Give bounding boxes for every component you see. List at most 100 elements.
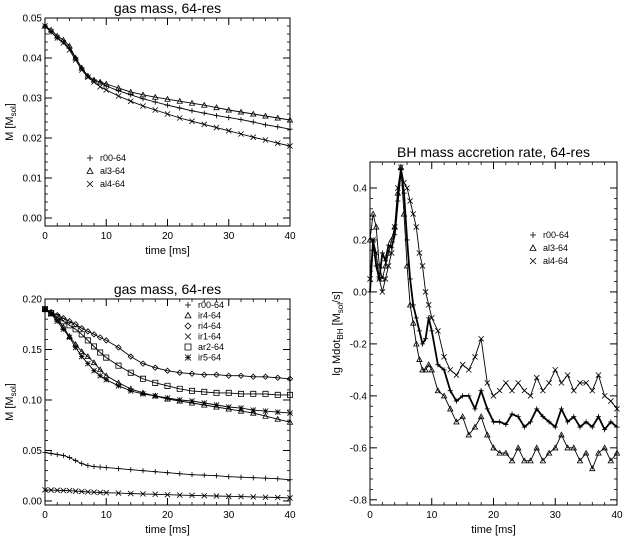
data-point-ar2-64 — [201, 388, 208, 395]
data-point-al4-64 — [84, 74, 91, 81]
data-point-r00-64 — [287, 126, 293, 132]
y-tick-label: 0.03 — [23, 94, 43, 105]
x-tick-label: 40 — [284, 231, 296, 242]
data-point-al3-64 — [521, 457, 528, 464]
data-point-al4-64 — [407, 198, 414, 204]
data-point-ar2-64 — [127, 369, 134, 376]
data-point-al4-64 — [48, 29, 55, 35]
data-point-ir1-64 — [66, 487, 73, 494]
data-point-r00-64 — [558, 406, 565, 412]
data-point-al4-64 — [164, 111, 171, 117]
data-point-r00-64 — [426, 315, 432, 321]
data-point-al4-64 — [397, 164, 404, 171]
data-point-ir4-64 — [96, 366, 104, 373]
data-point-al3-64 — [176, 97, 184, 104]
x-tick-label: 0 — [42, 231, 48, 242]
data-point-r00-64 — [152, 99, 158, 105]
data-point-r00-64 — [48, 450, 54, 457]
data-point-r00-64 — [466, 393, 472, 399]
x-tick-label: 10 — [426, 510, 438, 521]
data-point-al4-64 — [502, 379, 509, 386]
data-point-r00-64 — [177, 471, 183, 477]
data-point-ir5-64 — [91, 367, 97, 374]
y-tick-label: -0.2 — [350, 339, 368, 350]
legend-label-al3-64: al3-64 — [543, 243, 568, 253]
y-axis-label-sub: BH — [336, 328, 345, 339]
data-point-al3-64 — [428, 366, 436, 373]
data-point-ir5-64 — [238, 405, 244, 411]
data-point-ri4-64 — [213, 371, 220, 378]
data-point-ar2-64 — [60, 318, 67, 325]
data-point-al4-64 — [42, 23, 48, 29]
data-point-al4-64 — [213, 124, 220, 131]
data-point-r00-64 — [552, 424, 558, 430]
x-tick-label: 20 — [162, 510, 174, 521]
data-point-ri4-64 — [225, 372, 232, 379]
data-point-al4-64 — [419, 263, 426, 269]
y-axis-label: lg MdotBH [Msol/s] — [331, 291, 345, 375]
data-point-ar2-64 — [213, 389, 220, 396]
x-tick-label: 10 — [101, 231, 113, 242]
y-axis-label: M [Msol] — [4, 383, 18, 421]
x-tick-label: 20 — [488, 510, 500, 521]
legend-label-ir4-64: ir4-64 — [198, 311, 221, 321]
x-tick-label: 30 — [550, 510, 562, 521]
data-point-r00-64 — [484, 406, 490, 412]
y-axis-label-sub: sol — [9, 386, 18, 396]
data-point-r00-64 — [201, 110, 207, 116]
panel-gas-mass-top: gas mass, 64-res time [ms] M [Msol] 0 10 20 30… — [4, 0, 296, 257]
x-tick-label: 30 — [223, 510, 235, 521]
data-point-al4-64 — [72, 57, 79, 63]
legend-marker-al3-64 — [529, 244, 537, 251]
panel-bh-accretion-rate: BH mass accretion rate, 64-res time [ms] l… — [331, 144, 623, 536]
data-point-ar2-64 — [84, 337, 91, 344]
data-point-al4-64 — [238, 131, 244, 137]
y-tick-label: 0.15 — [23, 345, 43, 356]
data-point-ir4-64 — [237, 407, 245, 414]
data-point-al4-64 — [413, 224, 420, 230]
data-point-ir5-64 — [54, 318, 61, 325]
chart-title: BH mass accretion rate, 64-res — [397, 144, 590, 160]
data-point-ri4-64 — [90, 331, 98, 338]
chart-title: gas mass, 64-res — [114, 281, 221, 297]
data-point-r00-64 — [367, 289, 373, 295]
data-point-al3-64 — [490, 444, 497, 451]
data-point-r00-64 — [226, 474, 232, 480]
data-point-ri4-64 — [84, 328, 92, 335]
y-axis-label-sub2: sol — [336, 303, 345, 313]
data-point-r00-64 — [527, 419, 534, 425]
data-point-al3-64 — [164, 95, 171, 102]
data-point-r00-64 — [447, 388, 453, 394]
data-point-r00-64 — [614, 424, 620, 430]
data-point-r00-64 — [213, 113, 220, 119]
legend-label-al3-64: al3-64 — [100, 166, 125, 176]
data-point-al4-64 — [490, 392, 497, 399]
data-point-ar2-64 — [238, 390, 244, 397]
y-tick-label: 0.01 — [23, 174, 43, 185]
data-point-al3-64 — [413, 340, 420, 347]
data-point-al4-64 — [410, 211, 417, 217]
data-point-r00-64 — [416, 328, 422, 334]
y-axis-label: M [Msol] — [4, 103, 18, 141]
data-point-r00-64 — [275, 124, 281, 130]
data-point-r00-64 — [589, 424, 595, 430]
data-point-ir1-64 — [78, 488, 85, 495]
data-point-al4-64 — [78, 67, 85, 73]
data-point-ir1-64 — [201, 492, 208, 499]
x-tick-label: 20 — [162, 231, 174, 242]
legend-marker-r00-64 — [185, 302, 191, 308]
data-point-r00-64 — [478, 388, 484, 394]
data-point-r00-64 — [164, 470, 171, 476]
data-point-r00-64 — [238, 474, 244, 480]
data-point-al4-64 — [382, 276, 389, 282]
legend-marker-r00-64 — [87, 155, 93, 161]
data-point-al4-64 — [607, 398, 614, 404]
data-point-al3-64 — [471, 423, 479, 430]
data-point-al4-64 — [465, 366, 472, 373]
series-line-r00-64 — [369, 169, 618, 432]
data-point-al4-64 — [60, 39, 67, 46]
data-point-ir4-64 — [274, 415, 282, 422]
data-point-al3-64 — [459, 413, 466, 420]
data-point-r00-64 — [382, 258, 389, 264]
data-point-ir1-64 — [42, 486, 48, 493]
